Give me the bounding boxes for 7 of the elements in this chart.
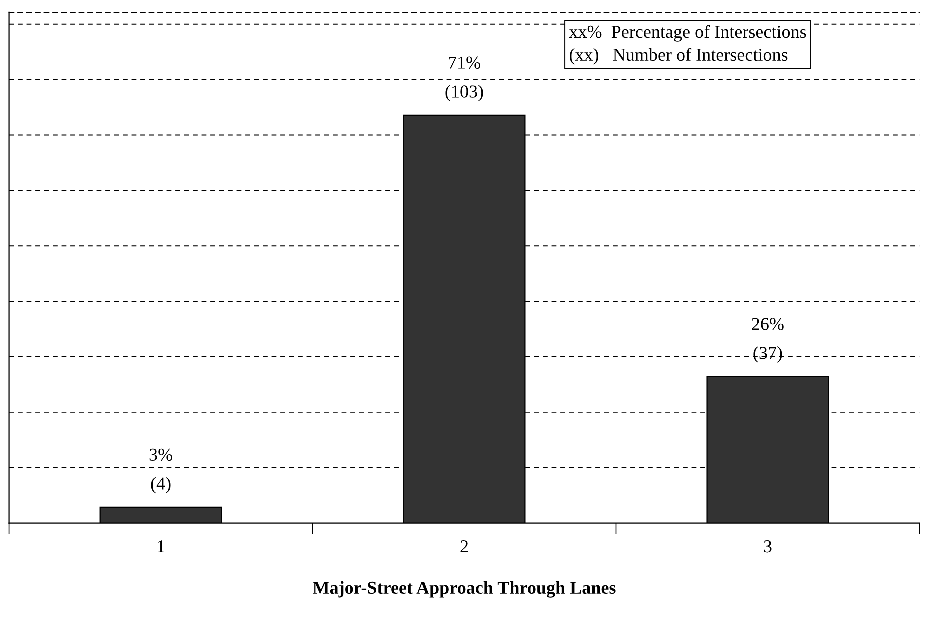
x-tick-label: 3	[764, 540, 772, 553]
x-tick-label: 2	[460, 540, 468, 553]
data-label: 3% (4)	[150, 448, 172, 494]
x-tick-label: 1	[158, 540, 164, 553]
annotation: xx% Percentage of Intersections (xx) Number of Intersections	[569, 25, 806, 65]
x-axis-title: Major-Street Approach Through Lanes	[313, 581, 616, 598]
data-label: 71% (103)	[446, 56, 484, 102]
